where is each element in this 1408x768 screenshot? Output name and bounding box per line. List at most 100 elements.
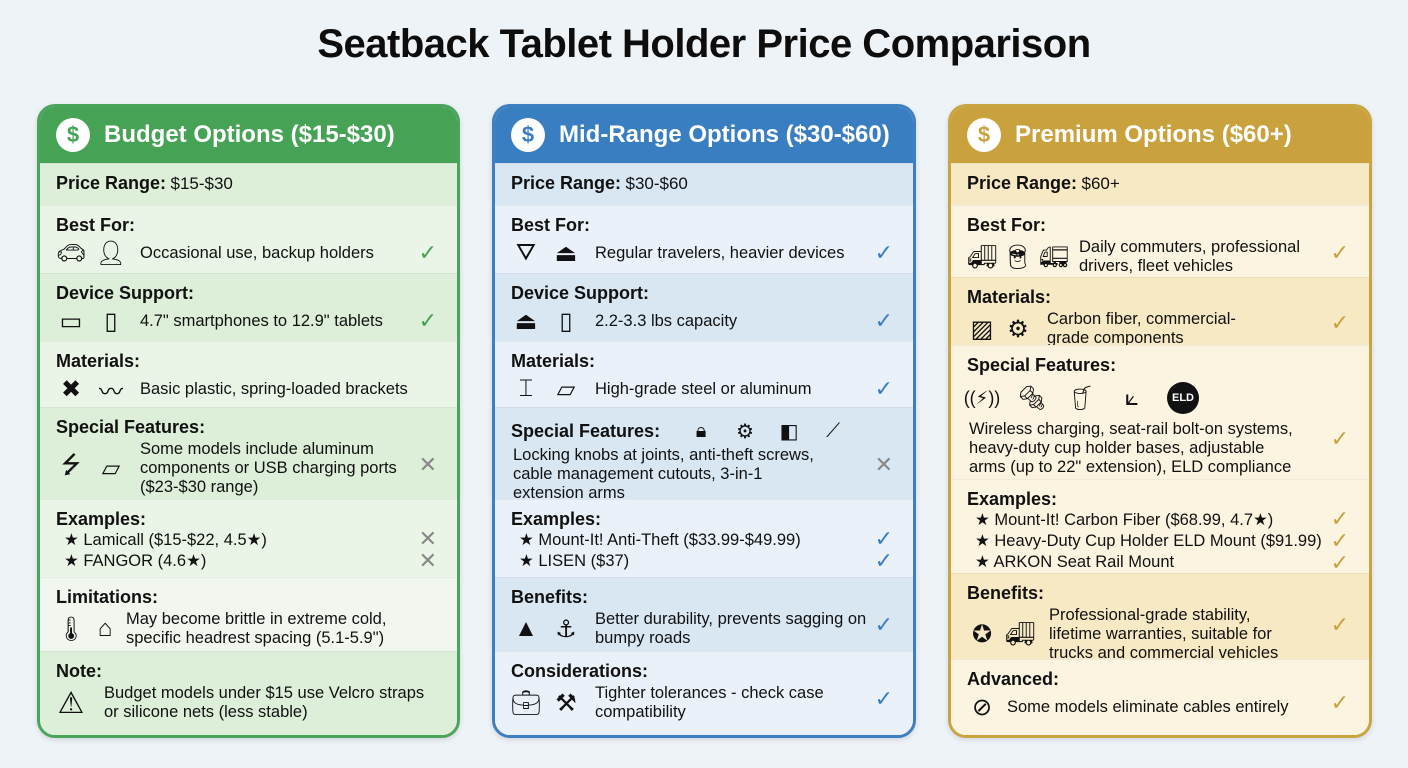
best-for-row: Best For: 🚚︎ 👮︎ 🚛︎ Daily commuters, prof… bbox=[951, 205, 1369, 277]
example-item: ★ ARKON Seat Rail Mount bbox=[975, 553, 1175, 571]
benefits-label: Benefits: bbox=[511, 587, 589, 607]
benefits-label: Benefits: bbox=[967, 583, 1045, 603]
truck-icon: 🚚︎ bbox=[966, 243, 998, 271]
examples-row: Examples: ★ Lamicall ($15-$22, 4.5★) ★ F… bbox=[40, 499, 457, 577]
check-icon: ✓ bbox=[1330, 240, 1349, 265]
cable-cutout-icon: ◧ bbox=[779, 420, 799, 443]
weight-icon: ⏏ bbox=[514, 307, 538, 335]
best-for-row: Best For: 🚗︎ 👤︎ Occasional use, backup h… bbox=[40, 205, 457, 273]
quality-badge-icon: ✪ bbox=[971, 621, 993, 648]
considerations-row: Considerations: 💼︎ ⚒︎ Tighter tolerances… bbox=[495, 651, 913, 735]
advanced-label: Advanced: bbox=[967, 669, 1060, 689]
benefits-row: Benefits: ✪ 🚚︎ Professional-grade stabil… bbox=[951, 573, 1369, 662]
case-icon: 💼︎ bbox=[510, 689, 542, 717]
check-icon: ✓ bbox=[418, 240, 437, 265]
dollar-icon: $ bbox=[967, 118, 1001, 152]
page-title: Seatback Tablet Holder Price Comparison bbox=[317, 22, 1091, 66]
best-for-label: Best For: bbox=[511, 215, 591, 235]
materials-text: Basic plastic, spring-loaded brackets bbox=[140, 379, 408, 398]
best-for-label: Best For: bbox=[56, 215, 136, 235]
price-range-label: Price Range: bbox=[511, 173, 622, 193]
cross-icon: ✕ bbox=[874, 452, 893, 477]
phone-icon: ▯ bbox=[104, 307, 118, 335]
aluminum-block-icon: ▱ bbox=[556, 375, 576, 403]
carbon-fiber-icon: ▨ bbox=[970, 315, 994, 343]
budget-card: $ Budget Options ($15-$30) Price Range: … bbox=[37, 104, 460, 738]
check-icon: ✓ bbox=[1330, 690, 1349, 715]
road-icon: ⛛ bbox=[515, 239, 537, 266]
materials-row: Materials: ▨ ⚙︎ Carbon fiber, commercial… bbox=[951, 277, 1369, 347]
aluminum-block-icon: ▱ bbox=[101, 455, 121, 482]
check-icon: ✓ bbox=[418, 308, 437, 333]
headrest-icon: ⌂ bbox=[97, 615, 113, 642]
truck-icon: 🚚︎ bbox=[1004, 621, 1036, 648]
check-icon: ✓ bbox=[1330, 612, 1349, 637]
example-item: ★ Mount-It! Carbon Fiber ($68.99, 4.7★) bbox=[975, 511, 1274, 529]
examples-row: Examples: ★ Mount-It! Carbon Fiber ($68.… bbox=[951, 479, 1369, 575]
examples-label: Examples: bbox=[511, 509, 602, 529]
examples-label: Examples: bbox=[967, 489, 1058, 509]
device-support-label: Device Support: bbox=[511, 283, 650, 303]
price-range-value: $30-$60 bbox=[625, 174, 688, 193]
cross-icon: ✕ bbox=[418, 452, 437, 477]
special-features-row: Special Features: ((⚡︎)) 🔩︎ 🥤︎ ⟀ ELD Wir… bbox=[951, 345, 1369, 479]
benefits-text: Better durability, prevents sagging on b… bbox=[595, 610, 867, 647]
device-support-label: Device Support: bbox=[56, 283, 195, 303]
usb-icon: ⭍ bbox=[61, 452, 81, 479]
materials-row: Materials: ✖︎ 〰 Basic plastic, spring-lo… bbox=[40, 341, 457, 407]
midrange-header: $ Mid-Range Options ($30-$60) bbox=[495, 107, 913, 163]
steel-beam-icon: ⌶ bbox=[518, 375, 534, 402]
advanced-row: Advanced: ⊘ Some models eliminate cables… bbox=[951, 659, 1369, 735]
person-icon: 👤︎ bbox=[95, 239, 127, 267]
gears-icon: ⚙︎ bbox=[1007, 315, 1029, 343]
benefits-row: Benefits: ▲ ⚓︎ Better durability, preven… bbox=[495, 577, 913, 651]
check-icon: ✓ bbox=[874, 308, 893, 333]
price-range-row: Price Range: $15-$30 bbox=[40, 163, 457, 205]
considerations-label: Considerations: bbox=[511, 661, 649, 681]
check-icon: ✓ bbox=[1330, 426, 1349, 451]
plastic-bracket-icon: ✖︎ bbox=[60, 375, 82, 403]
check-icon: ✓ bbox=[874, 612, 893, 637]
midrange-title: Mid-Range Options ($30-$60) bbox=[559, 121, 890, 148]
check-icon: ✓ bbox=[874, 686, 893, 711]
check-icon: ✓ bbox=[1330, 310, 1349, 335]
device-support-text: 4.7" smartphones to 12.9" tablets bbox=[140, 311, 383, 330]
example-item: ★ FANGOR (4.6★) bbox=[64, 552, 207, 570]
price-range-label: Price Range: bbox=[56, 173, 167, 193]
special-features-text: Wireless charging, seat-rail bolt-on sys… bbox=[969, 420, 1293, 476]
device-support-row: Device Support: ▭ ▯ 4.7" smartphones to … bbox=[40, 273, 457, 341]
check-icon: ✓ bbox=[1330, 528, 1349, 553]
examples-row: Examples: ★ Mount-It! Anti-Theft ($33.99… bbox=[495, 499, 913, 577]
bolt-icon: 🔩︎ bbox=[1016, 384, 1048, 412]
driver-icon: 👮︎ bbox=[1002, 243, 1034, 271]
price-range-value: $15-$30 bbox=[170, 174, 233, 193]
examples-label: Examples: bbox=[56, 509, 147, 529]
price-range-value: $60+ bbox=[1081, 174, 1120, 193]
car-icon: 🚗︎ bbox=[55, 239, 87, 267]
budget-header: $ Budget Options ($15-$30) bbox=[40, 107, 457, 163]
note-text: Budget models under $15 use Velcro strap… bbox=[104, 684, 425, 721]
wireless-charging-icon: ((⚡︎)) bbox=[963, 387, 1001, 408]
cross-icon: ✕ bbox=[418, 526, 437, 551]
eld-icon: ELD bbox=[1167, 382, 1199, 414]
screw-icon: ⚙︎ bbox=[736, 420, 755, 443]
dollar-icon: $ bbox=[56, 118, 90, 152]
fleet-icon: 🚛︎ bbox=[1038, 243, 1070, 271]
special-features-text: Some models include aluminum components … bbox=[140, 440, 397, 496]
device-support-row: Device Support: ⏏ ▯ 2.2-3.3 lbs capacity… bbox=[495, 273, 913, 341]
tablet-icon: ▯ bbox=[559, 307, 573, 335]
premium-title: Premium Options ($60+) bbox=[1015, 121, 1292, 148]
materials-text: High-grade steel or aluminum bbox=[595, 379, 812, 398]
best-for-text: Occasional use, backup holders bbox=[140, 243, 374, 262]
anchor-icon: ⚓︎ bbox=[555, 615, 577, 643]
device-support-text: 2.2-3.3 lbs capacity bbox=[595, 311, 738, 330]
thermometer-icon: 🌡︎ bbox=[55, 615, 87, 643]
robot-arm-icon: ⟀ bbox=[1124, 384, 1140, 411]
price-range-row: Price Range: $30-$60 bbox=[495, 163, 913, 205]
example-item: ★ Heavy-Duty Cup Holder ELD Mount ($91.9… bbox=[975, 532, 1322, 550]
price-range-row: Price Range: $60+ bbox=[951, 163, 1369, 205]
best-for-text: Regular travelers, heavier devices bbox=[595, 243, 845, 262]
advanced-text: Some models eliminate cables entirely bbox=[1007, 697, 1289, 716]
cup-holder-icon: 🥤︎ bbox=[1066, 384, 1098, 412]
special-features-label: Special Features: bbox=[511, 421, 661, 441]
